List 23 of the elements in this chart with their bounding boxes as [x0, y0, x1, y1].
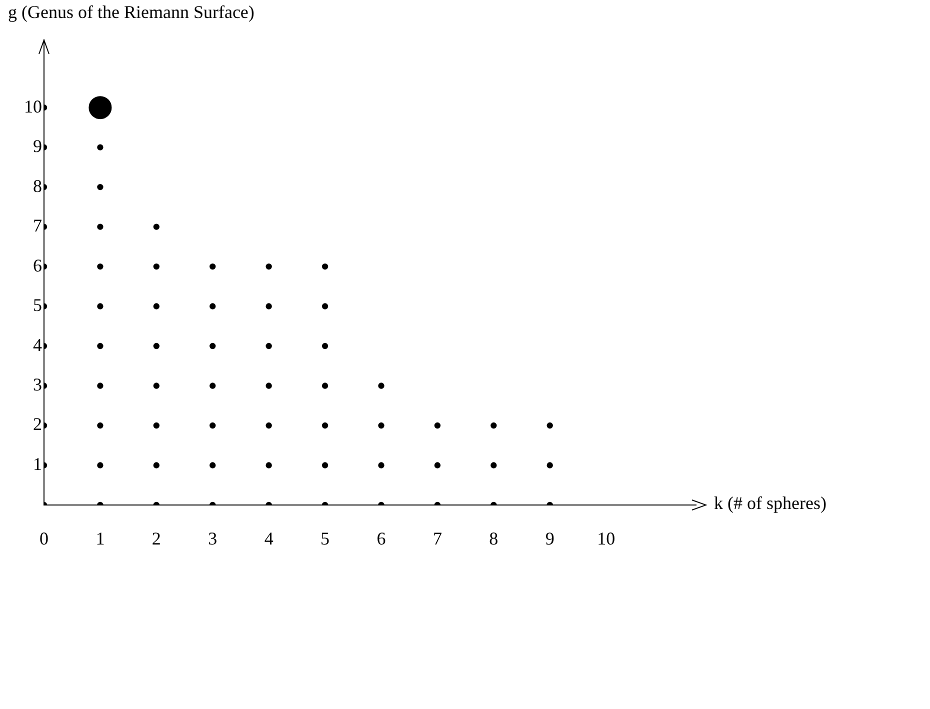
- y-tick-label: 4: [33, 334, 42, 355]
- y-tick-label: 7: [33, 216, 42, 236]
- y-tick-label: 6: [33, 255, 42, 276]
- x-tick-label: 0: [40, 528, 48, 549]
- x-tick-label: 6: [376, 528, 386, 549]
- y-tick-label: 8: [33, 176, 42, 196]
- x-tick-label: 10: [597, 528, 616, 549]
- x-tick-label: 1: [96, 528, 105, 549]
- y-tick-label: 2: [33, 414, 42, 434]
- x-tick-label: 3: [208, 528, 218, 549]
- x-axis-title: k (# of spheres): [714, 493, 826, 514]
- y-tick-label: 3: [33, 374, 42, 395]
- y-tick-label: 1: [33, 454, 42, 474]
- x-tick-label: 2: [152, 528, 161, 549]
- x-tick-label: 9: [545, 528, 554, 549]
- x-tick-label: 4: [264, 528, 274, 549]
- x-tick-label: 5: [320, 528, 330, 549]
- x-tick-label: 8: [489, 528, 498, 549]
- y-tick-label: 10: [24, 96, 42, 116]
- y-axis-title: g (Genus of the Riemann Surface): [8, 2, 254, 23]
- y-tick-label: 9: [33, 136, 42, 156]
- y-tick-label: 5: [33, 295, 42, 316]
- x-tick-label: 7: [432, 528, 442, 549]
